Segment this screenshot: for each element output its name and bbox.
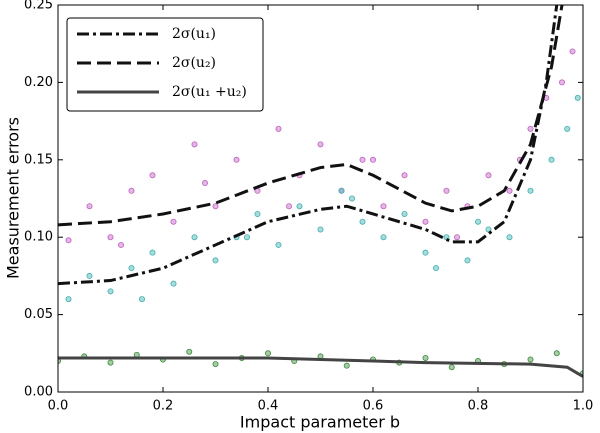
scatter-point [212,203,219,210]
y-tick-label: 0.00 [24,385,53,400]
scatter-point [107,359,114,366]
x-tick-label: 0.4 [258,399,279,414]
scatter-point [422,218,429,225]
scatter-point [527,187,534,194]
scatter-point [317,141,324,148]
scatter-point [118,241,125,248]
scatter-point [548,156,555,163]
scatter-point [128,187,135,194]
scatter-point [453,234,460,241]
scatter-point [359,156,366,163]
y-tick-label: 0.15 [24,152,53,167]
scatter-point [107,234,114,241]
legend-label: 2σ(u₁ +u₂) [172,84,247,100]
scatter-point [422,354,429,361]
scatter-point [380,234,387,241]
scatter-point [186,348,193,355]
x-axis-title: Impact parameter b [240,413,400,432]
scatter-point [191,141,198,148]
y-tick-label: 0.05 [24,307,53,322]
line-series [58,356,583,378]
scatter-point [422,249,429,256]
line-series [58,5,564,227]
scatter-point [485,172,492,179]
scatter-point [464,257,471,264]
x-tick-label: 0.0 [48,399,69,414]
legend-label: 2σ(u₁) [172,26,216,42]
scatter-point [448,364,455,371]
scatter-point [128,265,135,272]
scatter-point [401,210,408,217]
scatter-point [191,234,198,241]
legend-label: 2σ(u₂) [172,55,216,71]
scatter-point [359,218,366,225]
scatter-point [264,350,271,357]
scatter-point [86,272,93,279]
scatter-point [553,350,560,357]
scatter-point [506,234,513,241]
scatter-point [138,296,145,303]
scatter-point [506,187,513,194]
x-tick-label: 0.8 [468,399,489,414]
scatter-point [317,226,324,233]
scatter-point [243,234,250,241]
plot-area [58,5,583,378]
scatter-point [107,288,114,295]
scatter-point [86,203,93,210]
scatter-point [443,187,450,194]
scatter-point [401,172,408,179]
scatter-point [574,94,581,101]
scatter-point [569,48,576,55]
y-tick-label: 0.10 [24,230,53,245]
scatter-point [170,218,177,225]
y-tick-label: 0.20 [24,75,53,90]
scatter-point [343,362,350,369]
scatter-point [212,257,219,264]
scatter-point [432,265,439,272]
scatter-point [233,156,240,163]
scatter-point [275,241,282,248]
scatter-point [474,218,481,225]
scatter-point [380,203,387,210]
x-tick-label: 0.2 [153,399,174,414]
scatter-point [275,125,282,132]
y-tick-label: 0.25 [24,0,53,13]
scatter-point [65,237,72,244]
scatter-point [559,79,566,86]
scatter-point [149,249,156,256]
x-tick-label: 1.0 [573,399,594,414]
line-series [58,5,559,286]
scatter-point [527,125,534,132]
scatter-point [65,296,72,303]
plot-frame [57,4,584,393]
scatter-point [149,172,156,179]
scatter-point [296,203,303,210]
scatter-point [348,195,355,202]
scatter-point [338,187,345,194]
scatter-point [212,361,219,368]
y-axis-title: Measurement errors [4,117,23,279]
scatter-point [527,356,534,363]
scatter-point [564,125,571,132]
legend-box [66,17,264,112]
scatter-point [254,210,261,217]
scatter-point [170,280,177,287]
scatter-point [285,203,292,210]
scatter-point [369,156,376,163]
scatter-point [201,180,208,187]
x-tick-label: 0.6 [363,399,384,414]
